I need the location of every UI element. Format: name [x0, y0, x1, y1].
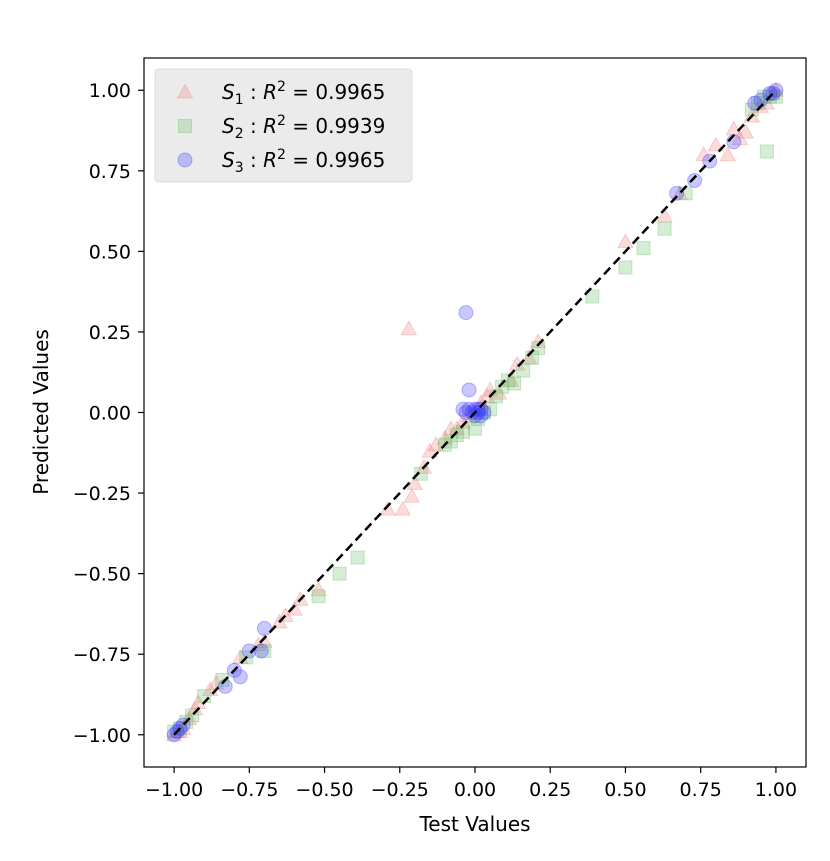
y-tick-label: 0.75 [89, 161, 131, 183]
y-tick-label: 0.25 [89, 322, 131, 344]
legend-label-series-1: S1 : R2 = 0.9965 [222, 79, 385, 108]
data-point-series-1 [310, 581, 327, 597]
data-point-series-1 [617, 233, 634, 249]
data-point-series-3 [232, 669, 248, 685]
data-point-series-2 [215, 672, 230, 687]
data-point-series-3 [467, 401, 483, 417]
legend-label-series-3: S3 : R2 = 0.9965 [222, 147, 385, 176]
data-point-series-1 [695, 146, 713, 162]
data-point-series-1 [403, 487, 421, 503]
data-point-series-3 [461, 401, 477, 417]
data-point-series-3 [476, 405, 492, 420]
data-point-series-3 [762, 85, 778, 101]
data-point-series-3 [473, 401, 489, 417]
data-point-series-1 [427, 436, 445, 452]
data-point-series-3 [458, 305, 474, 321]
data-point-series-2 [449, 428, 464, 443]
data-point-series-2 [507, 376, 522, 391]
x-tick-label: −0.75 [220, 779, 278, 801]
data-point-series-1 [737, 123, 755, 139]
data-point-series-2 [477, 405, 492, 420]
data-point-series-3 [470, 405, 486, 420]
y-tick-label: −0.50 [73, 564, 131, 586]
data-point-series-1 [502, 371, 520, 387]
x-tick-label: 0.25 [529, 779, 571, 801]
data-point-series-2 [455, 424, 470, 439]
x-tick-label: 1.00 [755, 779, 797, 801]
data-point-series-3 [473, 408, 489, 424]
data-point-series-1 [421, 442, 439, 458]
data-point-series-1 [448, 420, 466, 436]
data-point-series-3 [461, 382, 477, 398]
data-point-series-1 [406, 474, 424, 490]
data-point-series-2 [585, 289, 600, 304]
data-point-series-3 [464, 405, 480, 420]
data-point-series-3 [467, 408, 483, 424]
y-axis: −1.00 −0.75 −0.50 −0.25 0.00 0.25 0.50 0.75 1.00 [73, 80, 144, 747]
legend-marker-series-3 [177, 152, 193, 168]
data-point-series-2 [311, 589, 326, 604]
data-point-series-2 [759, 144, 774, 159]
data-point-series-2 [413, 466, 428, 481]
x-tick-label: −0.50 [295, 779, 353, 801]
legend: S1 : R2 = 0.9965 S2 : R2 = 0.9939 S3 : R2 … [154, 68, 413, 183]
y-tick-label: −1.00 [73, 725, 131, 747]
x-axis-label: Test Values [418, 812, 530, 836]
data-point-series-3 [458, 405, 474, 420]
data-point-series-3 [241, 643, 257, 659]
data-point-series-2 [657, 221, 672, 236]
data-point-series-1 [767, 81, 785, 97]
data-point-series-1 [719, 146, 737, 162]
data-point-series-2 [167, 724, 182, 739]
data-point-series-2 [468, 421, 482, 436]
data-point-series-2 [443, 434, 458, 449]
y-axis-label: Predicted Values [29, 329, 53, 495]
data-point-series-2 [332, 566, 347, 581]
data-point-series-1 [394, 500, 412, 516]
data-point-series-2 [501, 373, 516, 388]
y-tick-label: 0.50 [89, 241, 131, 263]
data-point-series-2 [197, 689, 212, 704]
series-2 [167, 89, 783, 739]
x-tick-label: 0.75 [680, 779, 722, 801]
legend-box [154, 68, 413, 183]
data-point-series-2 [618, 260, 633, 275]
data-point-series-2 [636, 241, 651, 256]
data-point-series-1 [520, 349, 538, 365]
x-tick-label: −1.00 [145, 779, 203, 801]
data-point-series-2 [495, 379, 510, 394]
data-point-series-2 [483, 402, 498, 417]
x-tick-label: 0.50 [604, 779, 646, 801]
data-point-series-1 [656, 207, 673, 223]
x-tick-label: −0.25 [371, 779, 429, 801]
data-point-series-2 [516, 363, 531, 378]
legend-marker-series-2 [178, 119, 192, 133]
x-tick-label: 0.00 [454, 779, 496, 801]
y-tick-label: −0.25 [73, 483, 131, 505]
data-point-series-3 [747, 95, 763, 111]
data-point-series-2 [257, 643, 272, 658]
data-point-series-1 [442, 420, 460, 436]
y-tick-label: −0.75 [73, 644, 131, 666]
data-point-series-3 [455, 401, 471, 417]
data-point-series-3 [253, 643, 269, 659]
legend-label-series-2: S2 : R2 = 0.9939 [222, 113, 385, 142]
data-point-series-3 [687, 172, 703, 188]
data-point-series-1 [731, 130, 749, 146]
legend-marker-series-1 [176, 83, 194, 99]
data-point-series-2 [350, 550, 365, 565]
y-tick-label: 0.00 [89, 403, 131, 425]
reference-line [173, 89, 777, 736]
data-point-series-2 [531, 341, 546, 356]
data-point-series-2 [471, 411, 486, 426]
data-point-series-3 [669, 185, 685, 201]
y-tick-label: 1.00 [89, 80, 131, 102]
points-layer [165, 81, 785, 743]
x-axis: −1.00 −0.75 −0.50 −0.25 0.00 0.25 0.50 0.75 1.00 [145, 767, 797, 801]
data-point-series-1 [707, 136, 725, 152]
data-point-series-3 [256, 620, 272, 636]
data-point-series-1 [400, 320, 418, 336]
